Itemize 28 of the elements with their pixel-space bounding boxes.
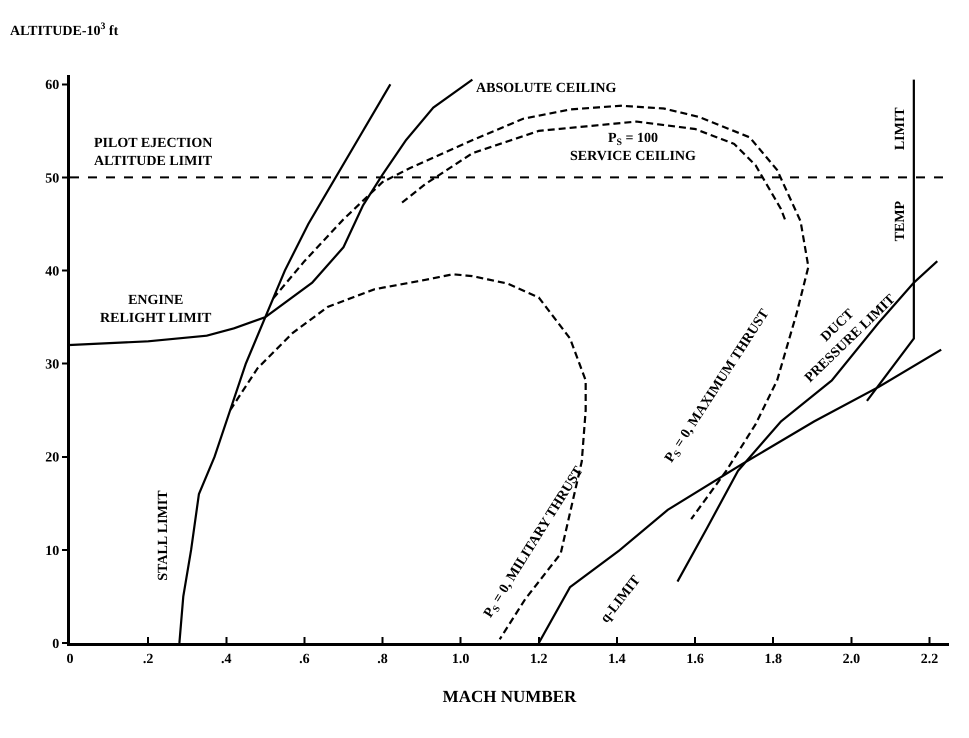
y-tick-label: 20 [45,450,60,466]
x-tick-label: .4 [221,652,232,667]
annotation: STALL LIMIT [156,490,171,581]
annotation: LIMIT [893,106,908,150]
x-axis-title: MACH NUMBER [442,687,578,706]
y-tick-label: 40 [45,264,60,280]
x-tick-label: .8 [377,652,388,667]
y-tick-label: 30 [45,358,60,373]
y-tick-label: 50 [45,171,60,186]
y-axis-title: ALTITUDE-10$^{3}$ ft [10,21,119,39]
x-tick-label: 2.2 [920,652,938,667]
y-tick-label: 10 [45,544,60,559]
y-tick-label: 60 [45,78,60,94]
x-tick-label: 2.0 [842,652,860,667]
x-tick-label: 1.0 [452,652,470,667]
ref-line-label: PILOT EJECTION ALTITUDE LIMIT [94,136,213,170]
y-tick-label: 0 [52,636,60,652]
annotation: TEMP [892,200,908,242]
x-tick-label: 1.4 [608,652,626,667]
x-tick-label: .2 [142,652,154,667]
x-tick-label: 1.8 [764,652,782,667]
annotation: ABSOLUTE CEILING [476,81,617,96]
annotation: ENGINE RELIGHT LIMIT [100,293,212,326]
x-tick-label: 1.2 [530,652,548,667]
annotation: P$_{S}$ = 100 SERVICE CEILING [570,131,696,164]
x-tick-label: 1.6 [686,652,704,667]
x-tick-label: 0 [66,652,74,667]
x-tick-label: .6 [299,652,310,667]
